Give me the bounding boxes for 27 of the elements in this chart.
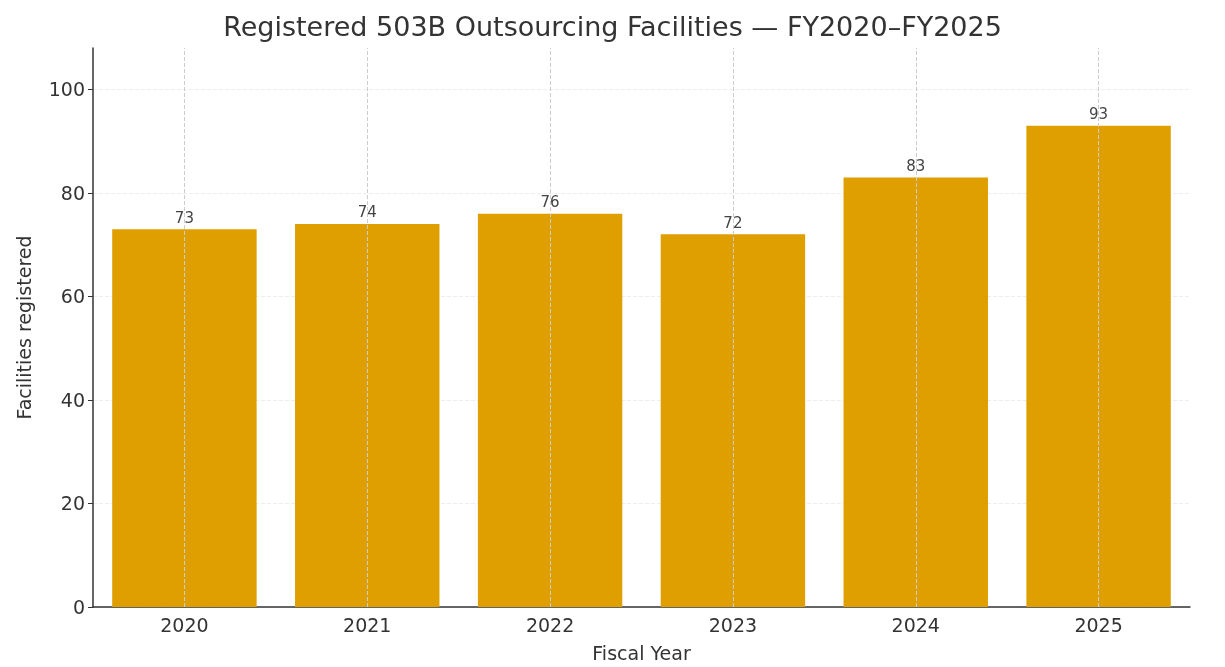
x-tick-label: 2022 <box>525 613 575 636</box>
y-tick-label: 40 <box>60 388 85 411</box>
data-label: 93 <box>1089 105 1109 124</box>
bar <box>843 177 988 607</box>
bar <box>1026 125 1171 607</box>
y-tick-label: 20 <box>60 492 85 515</box>
x-tick-label: 2023 <box>708 613 758 636</box>
y-tick-label: 100 <box>48 78 85 101</box>
x-tick-label: 2021 <box>343 613 392 636</box>
x-tick-label: 2025 <box>1074 613 1123 636</box>
x-tick-label: 2024 <box>891 613 940 636</box>
bar <box>477 213 623 607</box>
bar <box>660 234 806 607</box>
data-label: 83 <box>906 156 926 175</box>
x-axis-title: Fiscal Year <box>592 641 691 664</box>
y-tick-label: 80 <box>60 181 85 204</box>
bar <box>112 229 257 607</box>
y-tick-label: 0 <box>72 596 85 618</box>
data-label: 72 <box>723 213 743 232</box>
y-axis-title: Facilities registered <box>12 235 35 420</box>
data-label: 74 <box>357 203 377 222</box>
bar <box>295 223 440 607</box>
data-label: 73 <box>174 208 194 227</box>
x-tick-label: 2020 <box>160 613 209 636</box>
data-label: 76 <box>540 193 560 212</box>
y-tick-label: 60 <box>60 285 85 308</box>
chart-title: Registered 503B Outsourcing Facilities — FY2020–FY2025 <box>223 11 1002 42</box>
